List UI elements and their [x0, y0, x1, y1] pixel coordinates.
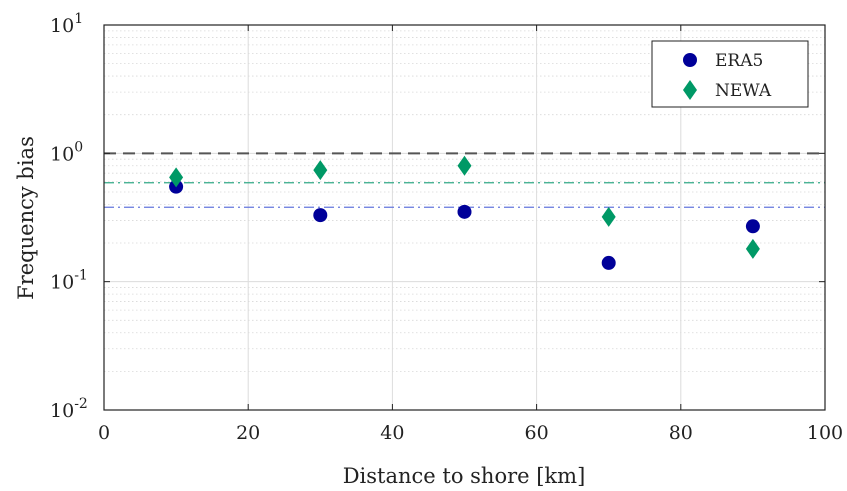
x-tick-label: 40	[380, 422, 404, 444]
y-tick-label: 100	[50, 139, 83, 165]
x-tick-label: 0	[98, 422, 110, 444]
point-era5	[457, 204, 472, 219]
point-newa	[457, 155, 472, 176]
point-era5	[745, 219, 760, 234]
x-tick-label: 100	[807, 422, 843, 444]
y-tick-label: 10-1	[50, 268, 88, 294]
y-tick-label: 10-2	[50, 396, 88, 422]
plot-frame	[103, 24, 826, 411]
point-newa	[313, 160, 328, 181]
y-axis-label: Frequency bias	[14, 136, 38, 300]
x-tick-label: 80	[669, 422, 693, 444]
data-points	[169, 155, 760, 270]
point-newa	[601, 206, 616, 227]
x-tick-label: 60	[525, 422, 549, 444]
legend-box	[651, 40, 809, 108]
y-axis-ticks: 10-2 10-1 100 101	[50, 11, 825, 422]
legend-marker-era5	[683, 53, 697, 67]
y-tick-label: 101	[50, 11, 83, 37]
point-era5	[601, 255, 616, 270]
legend-label-era5: ERA5	[715, 51, 763, 71]
legend-label-newa: NEWA	[715, 81, 772, 101]
legend: ERA5 NEWA	[651, 40, 809, 108]
point-newa	[169, 167, 184, 188]
x-axis-ticks: 0 20 40 60 80 100	[98, 25, 843, 444]
point-era5	[313, 208, 328, 223]
x-axis-label: Distance to shore [km]	[343, 464, 586, 488]
legend-marker-newa	[683, 80, 697, 100]
x-tick-label: 20	[236, 422, 260, 444]
point-newa	[745, 238, 760, 259]
